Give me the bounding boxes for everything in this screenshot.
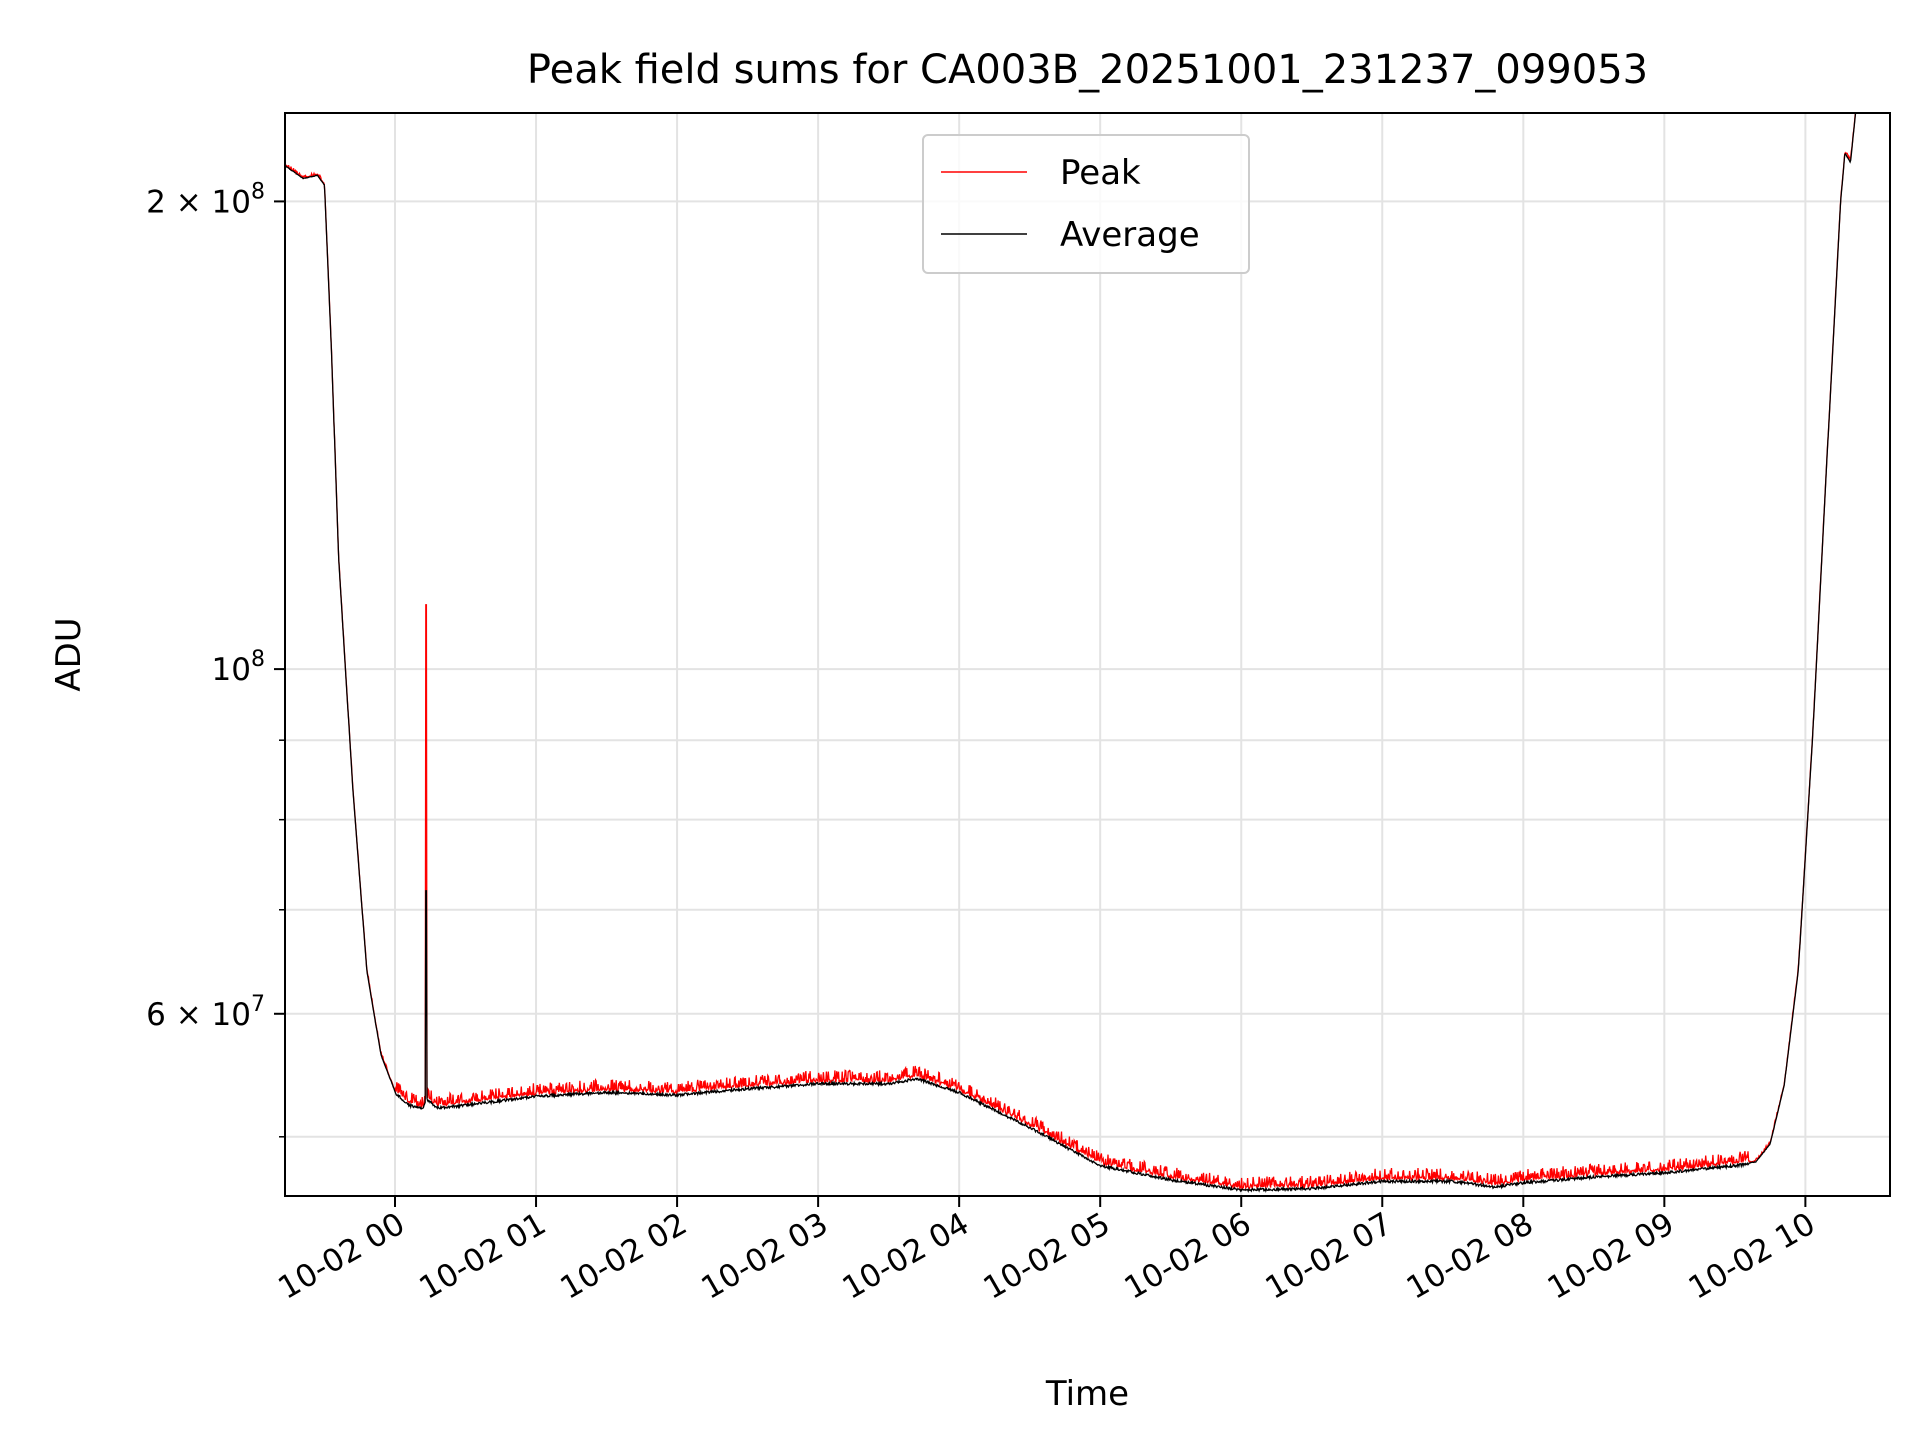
x-tick-label: 10-02 05 [977,1206,1116,1307]
y-axis-label: ADU [49,617,89,691]
x-tick-label: 10-02 07 [1260,1206,1399,1307]
series-line-peak [285,113,1856,1191]
series-group [285,113,1857,1194]
x-axis-label: Time [1045,1374,1129,1414]
x-tick-label: 10-02 01 [413,1206,552,1307]
x-tick-label: 10-02 03 [695,1206,834,1307]
x-tick-label: 10-02 02 [554,1206,693,1307]
grid-lines [285,113,1890,1196]
x-tick-label: 10-02 08 [1401,1206,1540,1307]
x-tick-label: 10-02 04 [836,1206,975,1307]
y-tick-label: 6 × 107 [146,992,265,1033]
plot-frame [284,112,1891,1197]
x-tick-label: 10-02 00 [272,1206,411,1307]
legend-box [922,134,1250,274]
x-tick-label: 10-02 06 [1119,1206,1258,1307]
legend-label-peak: Peak [1060,153,1141,193]
x-tick-label: 10-02 10 [1683,1206,1822,1307]
x-axis: 10-02 00 10-02 01 10-02 02 10-02 03 10-02 04… [272,1196,1821,1307]
y-tick-label: 108 [212,647,265,688]
y-axis: 2 × 108 108 6 × 107 [146,179,285,1138]
legend: Peak Average [922,134,1250,274]
series-line-average [285,113,1857,1194]
legend-label-average: Average [1060,215,1200,255]
y-tick-label: 2 × 108 [146,179,265,220]
x-tick-label: 10-02 09 [1542,1206,1681,1307]
chart-title: Peak field sums for CA003B_20251001_2312… [527,47,1648,93]
